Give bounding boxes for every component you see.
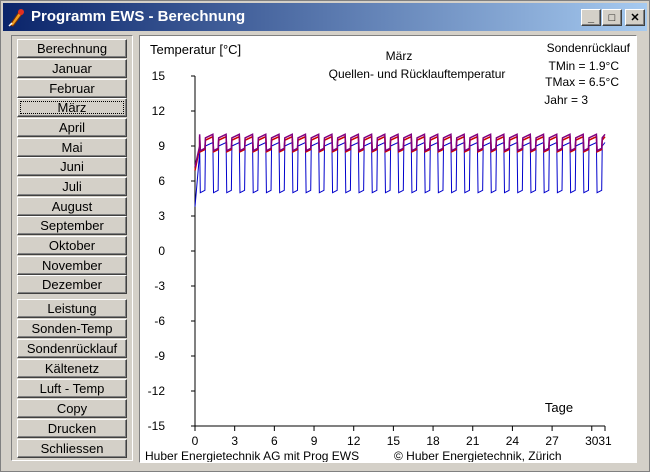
- nav-button-februar[interactable]: Februar: [17, 79, 127, 98]
- chart-xlabel: Tage: [545, 400, 573, 415]
- close-button[interactable]: ✕: [625, 9, 645, 26]
- footer-left: Huber Energietechnik AG mit Prog EWS: [145, 449, 359, 462]
- nav-button-drucken[interactable]: Drucken: [17, 419, 127, 438]
- nav-button-leistung[interactable]: Leistung: [17, 299, 127, 318]
- nav-button-november[interactable]: November: [17, 256, 127, 275]
- y-tick-label: 9: [158, 139, 165, 153]
- nav-button-mai[interactable]: Mai: [17, 138, 127, 157]
- x-tick-label: 6: [271, 434, 278, 448]
- nav-button-sonden-temp[interactable]: Sonden-Temp: [17, 319, 127, 338]
- x-tick-label: 12: [347, 434, 361, 448]
- maximize-button[interactable]: □: [602, 9, 622, 26]
- nav-button-oktober[interactable]: Oktober: [17, 236, 127, 255]
- y-tick-label: 12: [152, 104, 166, 118]
- chart-ylabel: Temperatur [°C]: [150, 42, 241, 57]
- nav-button-schliessen[interactable]: Schliessen: [17, 439, 127, 458]
- info-jahr: Jahr = 3: [544, 93, 588, 107]
- nav-button-september[interactable]: September: [17, 216, 127, 235]
- nav-button-april[interactable]: April: [17, 118, 127, 137]
- x-tick-label: 24: [506, 434, 520, 448]
- y-tick-label: 6: [158, 174, 165, 188]
- y-tick-label: 3: [158, 209, 165, 223]
- series-line-2: [194, 133, 606, 168]
- info-heading: Sondenrücklauf: [547, 41, 631, 55]
- chart-series: [194, 133, 606, 207]
- x-tick-label: 21: [466, 434, 480, 448]
- info-tmax: TMax = 6.5°C: [545, 75, 619, 89]
- y-tick-label: 0: [158, 244, 165, 258]
- nav-button-juli[interactable]: Juli: [17, 177, 127, 196]
- nav-button-kaeltenetz[interactable]: Kältenetz: [17, 359, 127, 378]
- nav-button-dezember[interactable]: Dezember: [17, 275, 127, 294]
- y-tick-label: 15: [152, 69, 166, 83]
- nav-button-luft-temp[interactable]: Luft - Temp: [17, 379, 127, 398]
- y-tick-label: -6: [154, 314, 165, 328]
- x-tick-label: 30: [585, 434, 599, 448]
- nav-button-juni[interactable]: Juni: [17, 157, 127, 176]
- x-tick-label: 31: [598, 434, 612, 448]
- chart-title: März: [386, 49, 413, 63]
- nav-button-copy[interactable]: Copy: [17, 399, 127, 418]
- x-tick-label: 15: [387, 434, 401, 448]
- x-tick-label: 27: [545, 434, 559, 448]
- x-tick-label: 0: [192, 434, 199, 448]
- y-tick-label: -12: [148, 384, 166, 398]
- footer-right: © Huber Energietechnik, Zürich: [394, 449, 562, 462]
- chart-panel: Temperatur [°C] März Quellen- und Rückla…: [139, 35, 637, 463]
- nav-panel: [11, 35, 133, 461]
- nav-button-sondenruecklauf[interactable]: Sondenrücklauf: [17, 339, 127, 358]
- window-title: Programm EWS - Berechnung: [31, 8, 246, 25]
- x-tick-label: 18: [426, 434, 440, 448]
- nav-button-maerz[interactable]: März: [17, 98, 127, 117]
- info-tmin: TMin = 1.9°C: [549, 59, 620, 73]
- y-tick-label: -3: [154, 279, 165, 293]
- x-tick-label: 3: [231, 434, 238, 448]
- x-tick-label: 9: [311, 434, 318, 448]
- nav-button-januar[interactable]: Januar: [17, 59, 127, 78]
- minimize-button[interactable]: _: [581, 9, 601, 26]
- nav-button-august[interactable]: August: [17, 197, 127, 216]
- title-bar[interactable]: Programm EWS - Berechnung _ □ ✕: [3, 3, 647, 31]
- chart-subtitle: Quellen- und Rücklauftemperatur: [329, 67, 506, 81]
- nav-button-berechnung[interactable]: Berechnung: [17, 39, 127, 58]
- y-tick-label: -9: [154, 349, 165, 363]
- app-icon: [8, 9, 24, 27]
- y-tick-label: -15: [148, 419, 166, 433]
- temperature-chart: Temperatur [°C] März Quellen- und Rückla…: [145, 41, 631, 463]
